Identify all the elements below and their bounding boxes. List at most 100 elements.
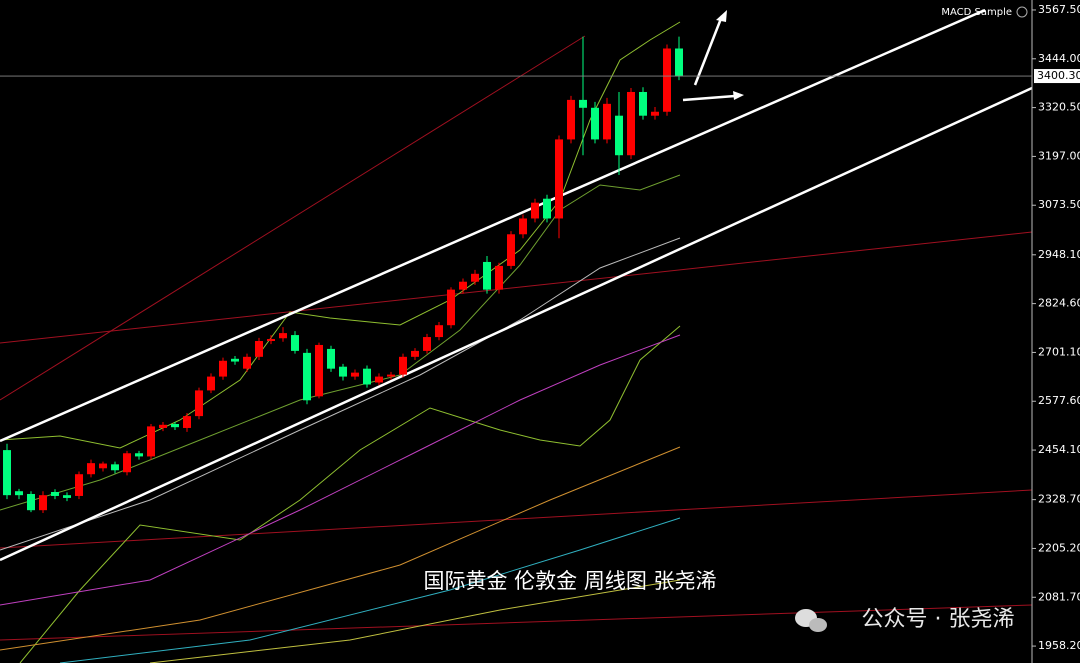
red-line xyxy=(0,604,1033,641)
y-tick-label: 3444.00 xyxy=(1038,52,1080,65)
y-tick-label: 2824.60 xyxy=(1038,297,1080,310)
candle-body xyxy=(363,368,371,385)
moving-average xyxy=(149,579,681,663)
candle-body xyxy=(543,198,551,219)
candle-body xyxy=(183,416,191,428)
candle-body xyxy=(219,360,227,377)
candle-body xyxy=(375,376,383,383)
moving-average xyxy=(0,174,681,511)
moving-average xyxy=(19,325,681,663)
y-tick-label: 3073.50 xyxy=(1038,198,1080,211)
candle-body xyxy=(639,91,647,116)
candle-body xyxy=(519,218,527,235)
y-tick-label: 3197.00 xyxy=(1038,149,1080,162)
candle-body xyxy=(75,474,83,496)
y-tick-label: 2328.70 xyxy=(1038,493,1080,506)
candle-body xyxy=(39,495,47,511)
y-tick-label: 2948.10 xyxy=(1038,248,1080,261)
candle-body xyxy=(447,289,455,326)
chart-title: MACD Sample xyxy=(941,7,1012,18)
current-price-box xyxy=(1034,69,1080,84)
y-tick-label: 1958.20 xyxy=(1038,639,1080,652)
arrow xyxy=(693,15,724,86)
trend-lines xyxy=(0,8,1033,562)
candle-body xyxy=(135,453,143,457)
candle-body xyxy=(567,99,575,140)
candle-body xyxy=(579,99,587,108)
status-icon xyxy=(1016,6,1028,18)
candle-body xyxy=(315,344,323,397)
candle-body xyxy=(339,366,347,377)
candle-body xyxy=(147,426,155,457)
candle-body xyxy=(195,390,203,417)
candle-body xyxy=(3,450,11,496)
y-tick-label: 2454.10 xyxy=(1038,443,1080,456)
candle-body xyxy=(615,115,623,156)
moving-average xyxy=(0,446,681,651)
candle-body xyxy=(603,103,611,140)
candle-body xyxy=(387,374,395,377)
candle-body xyxy=(507,234,515,266)
candle-body xyxy=(435,325,443,338)
y-tick-label: 2205.20 xyxy=(1038,541,1080,554)
moving-average xyxy=(0,237,681,551)
candle-body xyxy=(231,358,239,362)
indicator-lines xyxy=(0,21,1033,663)
candle-body xyxy=(99,463,107,469)
candle-body xyxy=(303,352,311,401)
trend-line xyxy=(0,8,986,443)
candle-body xyxy=(63,495,71,498)
candle-body xyxy=(279,333,287,339)
candle-body xyxy=(495,265,503,290)
y-tick-label: 2577.60 xyxy=(1038,394,1080,407)
moving-average xyxy=(0,21,681,449)
candle-body xyxy=(171,424,179,428)
candle-body xyxy=(459,281,467,290)
candle-body xyxy=(267,339,275,342)
candle-body xyxy=(255,341,263,357)
candle-body xyxy=(663,48,671,112)
candle-body xyxy=(351,372,359,377)
trend-line xyxy=(0,86,1033,562)
candle-body xyxy=(399,356,407,375)
candle-body xyxy=(627,91,635,156)
y-tick-label: 3320.50 xyxy=(1038,101,1080,114)
candle-body xyxy=(27,493,35,511)
watermark: 公众号 · 张尧浠 xyxy=(862,607,1015,632)
red-line xyxy=(0,231,1033,344)
candle-body xyxy=(675,48,683,77)
candle-body xyxy=(159,424,167,428)
candle-body xyxy=(471,273,479,282)
candle-body xyxy=(591,107,599,140)
moving-average xyxy=(59,517,681,663)
candle-body xyxy=(291,335,299,351)
candle-body xyxy=(651,111,659,116)
candle-body xyxy=(531,202,539,219)
moving-average xyxy=(0,334,681,606)
y-tick-label: 2701.10 xyxy=(1038,345,1080,358)
y-tick-label: 2081.70 xyxy=(1038,590,1080,603)
candle-body xyxy=(483,261,491,290)
arrow-head xyxy=(716,10,727,22)
candle-body xyxy=(243,356,251,369)
candle-body xyxy=(123,453,131,473)
candle-body xyxy=(111,464,119,471)
red-line xyxy=(0,489,1033,549)
candle-body xyxy=(51,492,59,496)
caption: 国际黄金 伦敦金 周线图 张尧浠 xyxy=(423,569,716,593)
candle-body xyxy=(423,337,431,351)
arrow-head xyxy=(733,91,744,100)
watermark-icon xyxy=(795,609,827,632)
arrow xyxy=(682,94,736,102)
current-price-label: 3400.30 xyxy=(1037,69,1080,82)
y-tick-label: 3567.50 xyxy=(1038,3,1080,16)
candle-body xyxy=(411,350,419,357)
candle-body xyxy=(207,376,215,391)
candle-body xyxy=(15,491,23,496)
candle-body xyxy=(87,463,95,475)
candle-body xyxy=(327,348,335,369)
red-line xyxy=(0,35,586,401)
candle-body xyxy=(555,139,563,219)
